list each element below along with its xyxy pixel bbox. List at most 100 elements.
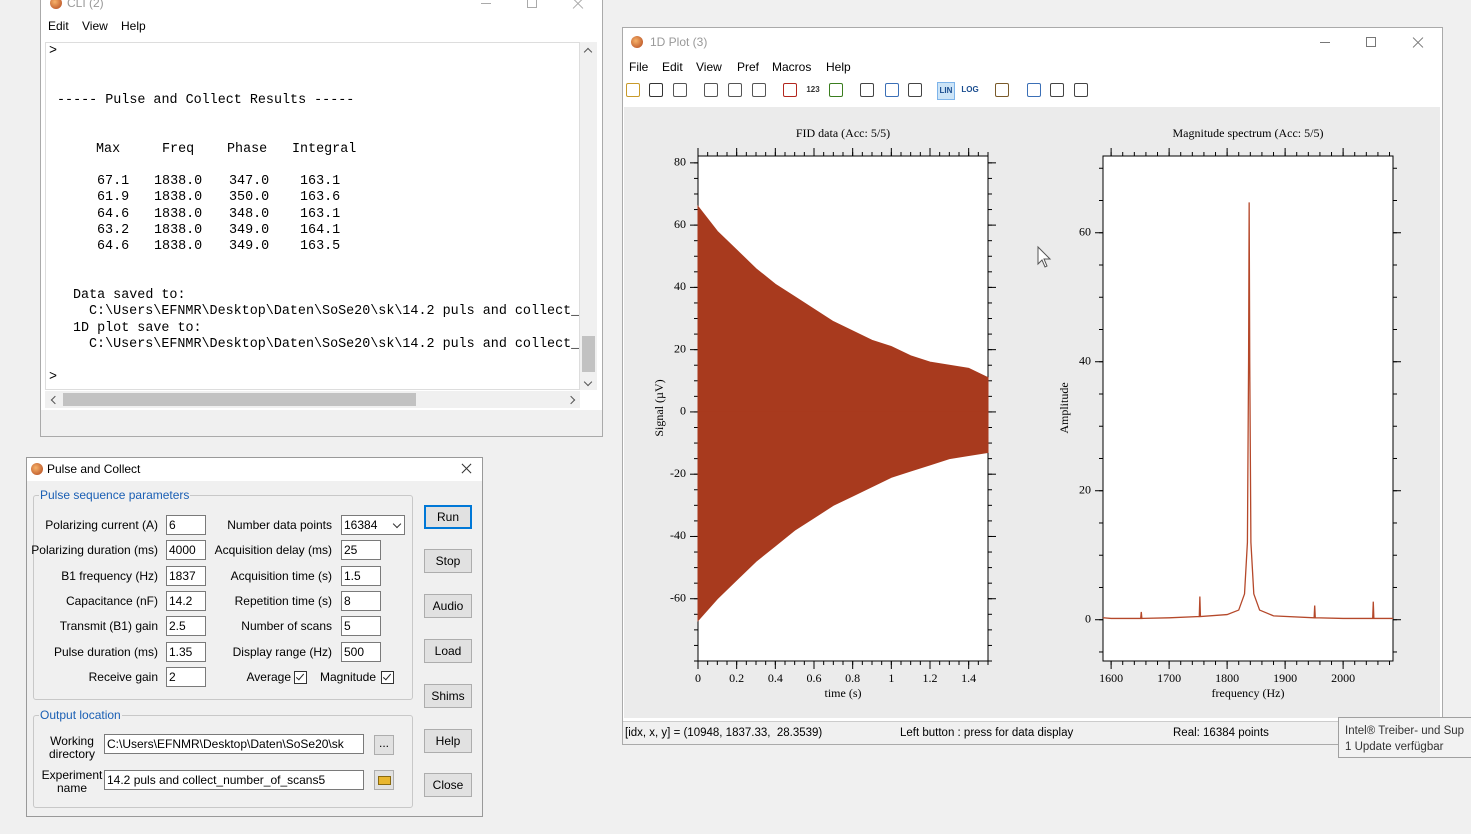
group-label: Pulse sequence parameters [39,487,191,503]
field-value[interactable]: 14.2 [169,594,193,608]
button[interactable]: Close [424,773,472,797]
status-text: Real: 16384 points [1173,727,1269,739]
menu-item[interactable]: View [82,19,108,33]
toolbar-button[interactable] [860,83,874,97]
text-field[interactable]: 14.2 puls and collect_number_of_scans5 [104,770,364,790]
field-value[interactable]: 8 [344,594,351,608]
menu-item[interactable]: Pref [737,60,760,74]
menu-item[interactable]: Help [826,60,851,74]
toolbar-button[interactable] [783,83,797,97]
toolbar-button[interactable] [752,83,766,97]
toolbar-button[interactable] [1027,83,1041,97]
toolbar-button[interactable] [728,83,742,97]
field-value[interactable]: 6 [169,518,176,532]
x-tick-label: 1700 [1157,671,1181,685]
toolbar-button[interactable] [1074,83,1088,97]
y-axis-label: Signal (µV) [652,379,666,436]
prompt: > [49,370,58,385]
toolbar-button[interactable] [1050,83,1064,97]
button[interactable]: Shims [424,684,472,708]
table-cell: 163.1 [300,206,341,222]
menu-item[interactable]: Edit [48,19,69,33]
toolbar-button[interactable] [908,83,922,97]
x-tick-label: 1600 [1099,671,1123,685]
field-value[interactable]: 2.5 [169,619,186,633]
param-label: Repetition time (s) [234,594,332,608]
y-tick-label: 60 [1079,224,1091,238]
button[interactable]: Stop [424,549,472,573]
text-field[interactable]: 2.5 [166,616,206,636]
text-field[interactable]: 4000 [166,540,206,560]
field-value[interactable]: 500 [344,645,365,659]
toolbar-button[interactable]: LOG [961,85,979,94]
y-axis-label: Amplitude [1057,382,1071,433]
field-value[interactable]: 1837 [169,569,196,583]
field-value[interactable]: 4000 [169,543,196,557]
checkbox-label: Average [246,670,291,684]
text-field[interactable]: 6 [166,515,206,535]
param-label: Polarizing current (A) [45,518,158,532]
button[interactable]: Load [424,639,472,663]
v-scroll-thumb[interactable] [582,336,595,372]
menu-item[interactable]: View [696,60,722,74]
button[interactable]: Audio [424,594,472,618]
text-field[interactable]: 1.35 [166,642,206,662]
dialog-titlebar [27,458,482,481]
toolbar-button[interactable]: LIN [937,82,955,100]
checkbox[interactable] [381,671,394,684]
minimize-button[interactable] [1320,42,1330,43]
table-cell: 64.6 [97,239,130,255]
text-field[interactable]: 1837 [166,566,206,586]
y-tick-label: -40 [670,528,686,542]
menu-item[interactable]: Edit [662,60,683,74]
field-value[interactable]: 25 [344,543,358,557]
toolbar-button[interactable] [995,83,1009,97]
table-cell: 64.6 [97,206,130,222]
h-scroll-thumb[interactable] [63,393,416,406]
field-value[interactable]: 5 [344,619,351,633]
table-cell: 349.0 [229,222,270,238]
text-field[interactable]: C:\Users\EFNMR\Desktop\Daten\SoSe20\sk [104,734,364,754]
checkbox-label: Magnitude [319,670,376,684]
text-field[interactable]: 5 [341,616,381,636]
toolbar-button[interactable] [704,83,718,97]
field-value[interactable]: 1.5 [344,569,361,583]
text-field[interactable]: 500 [341,642,381,662]
field-value[interactable]: 1.35 [169,645,193,659]
toolbar-button[interactable] [626,83,640,97]
results-heading: ----- Pulse and Collect Results ----- [57,93,355,108]
toolbar-button[interactable] [885,83,899,97]
folder-button[interactable] [374,770,394,790]
checkbox[interactable] [294,671,307,684]
text-field[interactable]: 25 [341,540,381,560]
minimize-button[interactable] [481,3,491,4]
field-value[interactable]: 16384 [344,518,378,532]
toolbar-button[interactable] [673,83,687,97]
table-header: Phase [227,142,268,157]
group-label: Output location [39,707,122,723]
y-tick-label: 40 [1079,353,1091,367]
field-value[interactable]: 14.2 puls and collect_number_of_scans5 [107,773,326,787]
dropdown[interactable]: 16384 [341,515,405,535]
toolbar-button[interactable] [649,83,663,97]
tooltip-text: 1 Update verfügbar [1345,741,1444,753]
browse-button[interactable]: ... [374,735,394,755]
pulse-dialog [26,457,483,817]
menu-item[interactable]: Help [121,19,146,33]
field-value[interactable]: 2 [169,670,176,684]
text-field[interactable]: 2 [166,667,206,687]
button[interactable]: Run [424,505,472,529]
toolbar-button[interactable]: 123 [806,85,820,94]
x-tick-label: 1900 [1273,671,1297,685]
maximize-button[interactable] [527,0,537,8]
text-field[interactable]: 14.2 [166,591,206,611]
menu-item[interactable]: File [629,60,649,74]
signal-area [697,204,989,413]
toolbar-button[interactable] [829,83,843,97]
field-value[interactable]: C:\Users\EFNMR\Desktop\Daten\SoSe20\sk [107,737,344,751]
maximize-button[interactable] [1366,37,1376,47]
text-field[interactable]: 8 [341,591,381,611]
text-field[interactable]: 1.5 [341,566,381,586]
menu-item[interactable]: Macros [772,60,812,74]
button[interactable]: Help [424,729,472,753]
